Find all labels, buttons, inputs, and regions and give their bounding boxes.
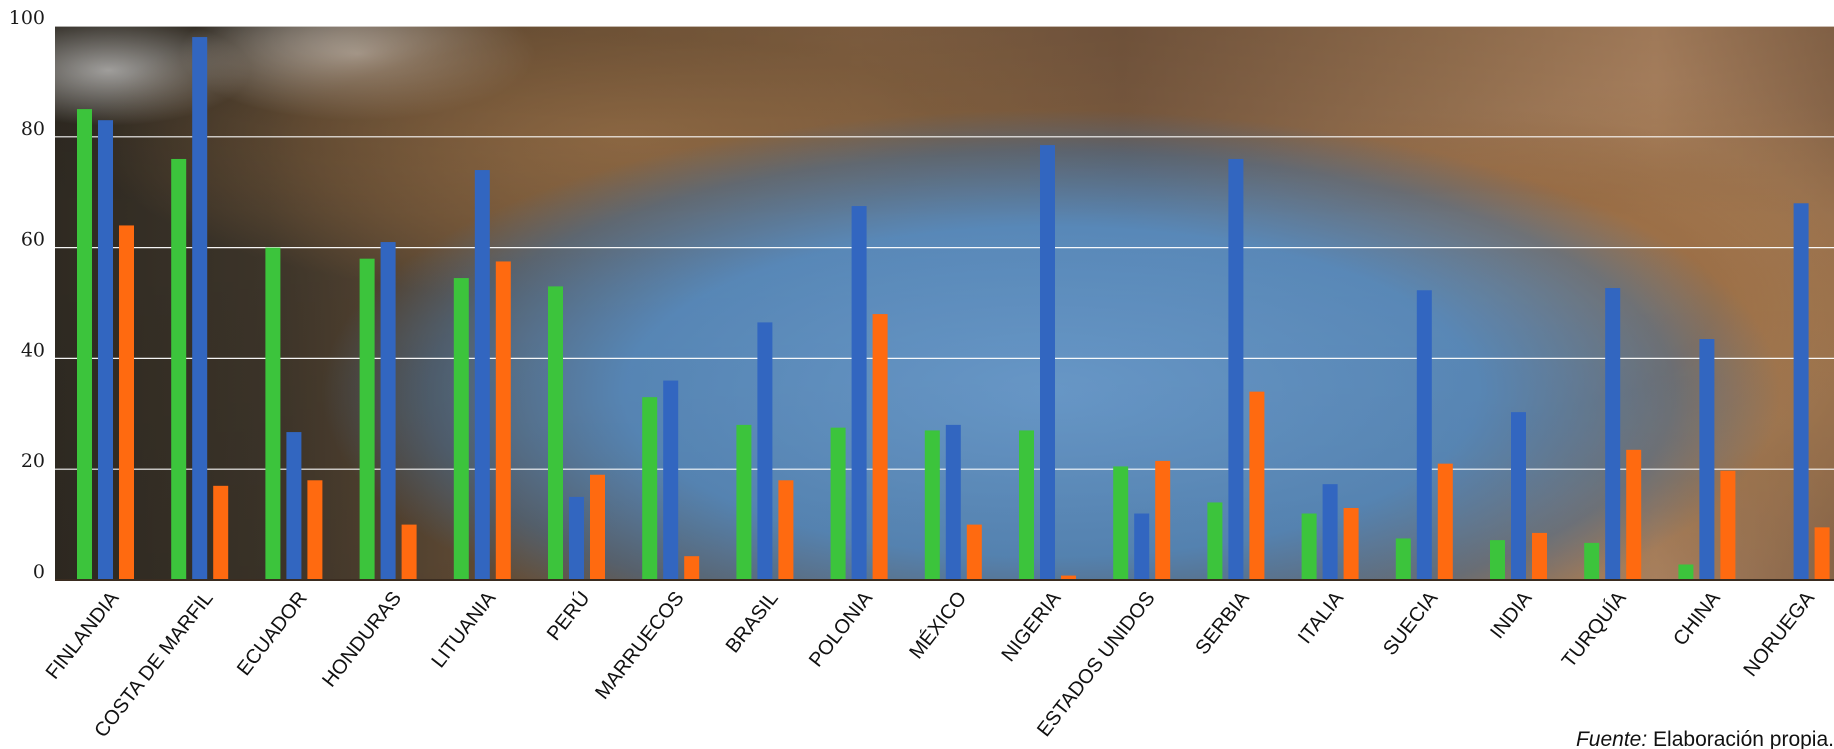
bar-series2-14: [1416, 290, 1432, 580]
bar-series1-16: [1584, 542, 1600, 580]
bar-series2-0: [98, 120, 113, 581]
bar-series3-10: [1061, 575, 1076, 580]
x-tick-label: PERÚ: [542, 587, 594, 645]
x-tick-label: CHINA: [1669, 587, 1725, 650]
x-tick-label: MARRUECOS: [591, 588, 688, 704]
bar-series2-18: [1793, 203, 1809, 580]
bar-series3-3: [401, 524, 417, 580]
x-tick-label: ITALIA: [1294, 587, 1348, 648]
x-tick-label: TURQUÍA: [1557, 586, 1631, 672]
bar-series3-14: [1437, 463, 1453, 580]
bar-series1-10: [1019, 430, 1034, 580]
bars: [77, 37, 1830, 581]
y-tick-label: 40: [21, 339, 45, 361]
bar-series3-13: [1343, 507, 1359, 580]
bar-series1-15: [1490, 540, 1505, 580]
x-tick-label: POLONIA: [805, 587, 877, 671]
source-text: Elaboración propia.: [1647, 728, 1834, 749]
bar-series1-9: [924, 430, 940, 580]
photo-tint: [55, 26, 1834, 580]
bar-series2-16: [1605, 288, 1621, 580]
bar-series2-1: [192, 37, 208, 580]
x-tick-label: NIGERIA: [997, 587, 1065, 666]
bar-series1-8: [830, 427, 846, 580]
x-tick-label: BRASIL: [722, 588, 783, 658]
y-tick-label: 20: [21, 450, 45, 472]
bar-series2-11: [1134, 513, 1150, 580]
bar-series3-15: [1532, 532, 1547, 580]
x-tick-label: HONDURAS: [318, 588, 406, 692]
bar-series1-14: [1395, 538, 1411, 580]
bar-series1-17: [1678, 564, 1694, 580]
bar-series2-15: [1511, 412, 1526, 580]
bar-series2-7: [757, 322, 773, 580]
bar-series2-5: [569, 496, 584, 580]
x-tick-label: LITUANIA: [427, 587, 500, 672]
x-tick-label: ECUADOR: [233, 588, 312, 680]
bar-series2-12: [1228, 158, 1244, 580]
bar-series3-1: [213, 485, 229, 580]
bar-series3-2: [307, 480, 323, 580]
bar-series3-18: [1814, 527, 1830, 580]
bar-series3-17: [1720, 470, 1736, 580]
bar-series2-13: [1322, 484, 1338, 580]
bar-series1-0: [77, 109, 92, 580]
bar-series2-8: [851, 206, 867, 581]
bar-series1-7: [736, 424, 752, 580]
bar-series2-10: [1040, 145, 1055, 581]
bar-series3-0: [119, 225, 134, 580]
y-tick-label: 100: [9, 7, 45, 29]
y-tick-label: 60: [21, 229, 45, 251]
x-tick-label: SERBIA: [1191, 587, 1254, 659]
bar-series1-6: [642, 397, 658, 580]
source-note: Fuente: Elaboración propia.: [1576, 728, 1834, 749]
bar-series2-3: [380, 242, 396, 580]
bar-series1-4: [453, 278, 469, 580]
x-tick-label: NORUEGA: [1739, 587, 1819, 681]
x-tick-label: FINLANDIA: [42, 587, 124, 683]
bar-series3-16: [1626, 449, 1642, 580]
bar-series3-12: [1249, 391, 1265, 580]
bar-series3-9: [966, 524, 982, 580]
bar-series1-1: [171, 158, 187, 580]
x-tick-label: SUECIA: [1379, 587, 1443, 660]
bar-series3-6: [684, 556, 700, 580]
bar-series3-5: [590, 474, 605, 580]
bar-series1-3: [359, 258, 375, 580]
fertilizer-background-photo: [55, 26, 1834, 580]
y-tick-label: 80: [21, 118, 45, 140]
bar-series3-8: [872, 314, 888, 580]
bar-series1-11: [1113, 466, 1129, 580]
bar-series1-12: [1207, 502, 1223, 580]
bar-series3-7: [778, 480, 794, 580]
bar-series1-5: [548, 286, 563, 580]
x-tick-label: MÉXICO: [905, 587, 972, 663]
y-axis-ticks: 0 20 40 60 80 100: [9, 7, 45, 583]
x-tick-label: INDIA: [1486, 587, 1537, 643]
bar-series2-6: [663, 380, 679, 580]
bar-series2-2: [286, 432, 302, 580]
bar-series2-17: [1699, 339, 1715, 580]
bar-series1-2: [265, 247, 281, 580]
source-label: Fuente:: [1575, 728, 1648, 749]
bar-series1-13: [1301, 513, 1317, 580]
y-tick-label: 0: [33, 561, 45, 583]
bar-series3-11: [1155, 460, 1171, 580]
bar-series2-9: [945, 424, 961, 580]
bar-series3-4: [495, 261, 511, 580]
grid-lines: [55, 25, 1834, 470]
bar-series2-4: [474, 170, 490, 581]
